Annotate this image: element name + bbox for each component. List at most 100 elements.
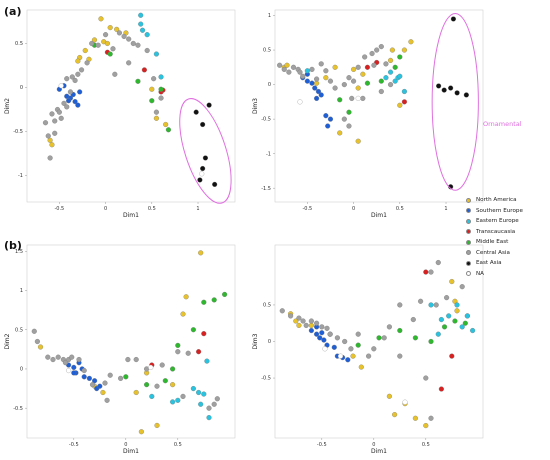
data-point-north-america <box>163 121 169 128</box>
data-point-southern-europe <box>72 99 78 105</box>
data-point-southern-europe <box>319 330 325 336</box>
legend-item: Central Asia <box>466 248 523 258</box>
data-point-central-asia <box>297 69 303 75</box>
legend-label: Transcaucasia <box>476 228 516 235</box>
data-point-central-asia <box>341 116 347 122</box>
data-point-transcaucasia <box>449 353 455 359</box>
data-point-eastern-europe <box>401 88 407 95</box>
highlight-ellipse <box>431 12 479 191</box>
x-tick-label: -0.5 <box>317 442 327 448</box>
data-point-central-asia <box>55 354 61 360</box>
data-point-transcaucasia <box>423 269 429 275</box>
data-point-central-asia <box>214 396 220 402</box>
data-point-central-asia <box>459 284 465 290</box>
data-point-eastern-europe <box>175 397 181 403</box>
data-point-southern-europe <box>75 102 81 108</box>
data-point-north-america <box>389 47 395 53</box>
data-point-north-america <box>397 102 403 108</box>
data-point-north-america <box>153 115 159 121</box>
data-point-central-asia <box>308 318 314 324</box>
data-point-central-asia <box>75 71 81 77</box>
data-point-southern-europe <box>308 327 314 334</box>
data-point-eastern-europe <box>454 302 460 308</box>
data-point-central-asia <box>121 33 127 39</box>
data-point-middle-east <box>162 378 168 384</box>
data-point-north-america <box>358 364 364 370</box>
scatter-panel-3: -0.5 0 0.5 -0.5 0 0.5 1 1.5 Dim1 Dim2 <box>4 244 236 455</box>
data-point-middle-east <box>412 335 418 341</box>
data-point-southern-europe <box>323 113 329 119</box>
data-point-central-asia <box>180 393 186 399</box>
legend-label: NA <box>476 270 485 277</box>
data-point-central-asia <box>418 298 424 304</box>
data-point-central-asia <box>371 62 377 68</box>
data-point-central-asia <box>153 109 159 115</box>
x-tick-label: -0.5 <box>54 206 64 212</box>
data-point-na <box>297 99 303 105</box>
data-point-central-asia <box>296 315 302 321</box>
scatter-panel-1: -0.5 0 0.5 1 -1 -0.5 0 0.5 Dim1 Dim2 <box>4 9 236 219</box>
data-point-central-asia <box>130 40 136 47</box>
data-point-southern-europe <box>315 88 322 95</box>
data-point-north-america <box>337 130 343 136</box>
x-tick-label: -0.5 <box>69 442 79 448</box>
data-point-central-asia <box>281 66 287 72</box>
data-point-north-america <box>386 393 392 399</box>
data-point-middle-east <box>364 80 371 86</box>
legend-label: Eastern Europe <box>476 218 519 224</box>
data-point-north-america <box>351 66 357 72</box>
data-point-southern-europe <box>71 364 77 370</box>
data-point-central-asia <box>286 69 292 75</box>
data-point-southern-europe <box>77 89 83 95</box>
data-point-north-america <box>308 322 314 328</box>
y-axis-label: Dim3 <box>252 333 259 349</box>
data-point-central-asia <box>423 375 429 381</box>
data-point-central-asia <box>64 104 70 110</box>
data-point-central-asia <box>381 335 387 341</box>
x-tick-label: 0.5 <box>174 442 182 448</box>
data-point-central-asia <box>211 401 217 407</box>
x-tick-label: 0 <box>104 206 107 212</box>
data-point-southern-europe <box>312 85 318 91</box>
data-point-central-asia <box>386 324 392 330</box>
data-point-middle-east <box>135 78 141 84</box>
data-point-central-asia <box>371 346 377 352</box>
data-point-central-asia <box>67 89 74 95</box>
data-point-middle-east <box>441 324 448 330</box>
data-point-transcaucasia <box>364 64 371 70</box>
data-point-central-asia <box>348 346 354 352</box>
y-tick-label: 0.5 <box>263 303 271 309</box>
x-tick-label: 0 <box>124 442 127 448</box>
y-tick-label: 0 <box>20 85 23 91</box>
plot-frame <box>274 244 484 439</box>
data-point-central-asia <box>45 354 51 360</box>
data-point-eastern-europe <box>304 68 310 74</box>
data-point-north-america <box>183 294 189 300</box>
data-point-east-asia <box>193 109 199 115</box>
data-point-central-asia <box>158 95 164 101</box>
data-point-central-asia <box>369 50 375 57</box>
data-point-southern-europe <box>318 92 324 98</box>
data-point-central-asia <box>288 313 294 319</box>
data-point-eastern-europe <box>196 389 202 396</box>
data-point-central-asia <box>133 356 139 363</box>
data-point-central-asia <box>31 328 37 334</box>
data-point-southern-europe <box>327 116 334 122</box>
legend-label: Southern Europe <box>476 207 523 214</box>
y-tick-label: 1.5 <box>15 249 23 255</box>
data-point-north-america <box>401 47 407 53</box>
data-point-middle-east <box>355 342 361 348</box>
data-point-middle-east <box>462 320 468 326</box>
data-point-central-asia <box>428 269 434 275</box>
data-point-eastern-europe <box>206 415 212 421</box>
data-point-east-asia <box>463 92 469 98</box>
data-point-southern-europe <box>325 123 331 129</box>
data-point-north-america <box>198 250 204 256</box>
data-point-north-america <box>114 26 120 32</box>
data-point-southern-europe <box>314 331 320 337</box>
data-point-southern-europe <box>97 383 103 389</box>
data-point-middle-east <box>378 78 384 84</box>
data-point-southern-europe <box>86 375 92 381</box>
data-point-central-asia <box>444 295 450 301</box>
